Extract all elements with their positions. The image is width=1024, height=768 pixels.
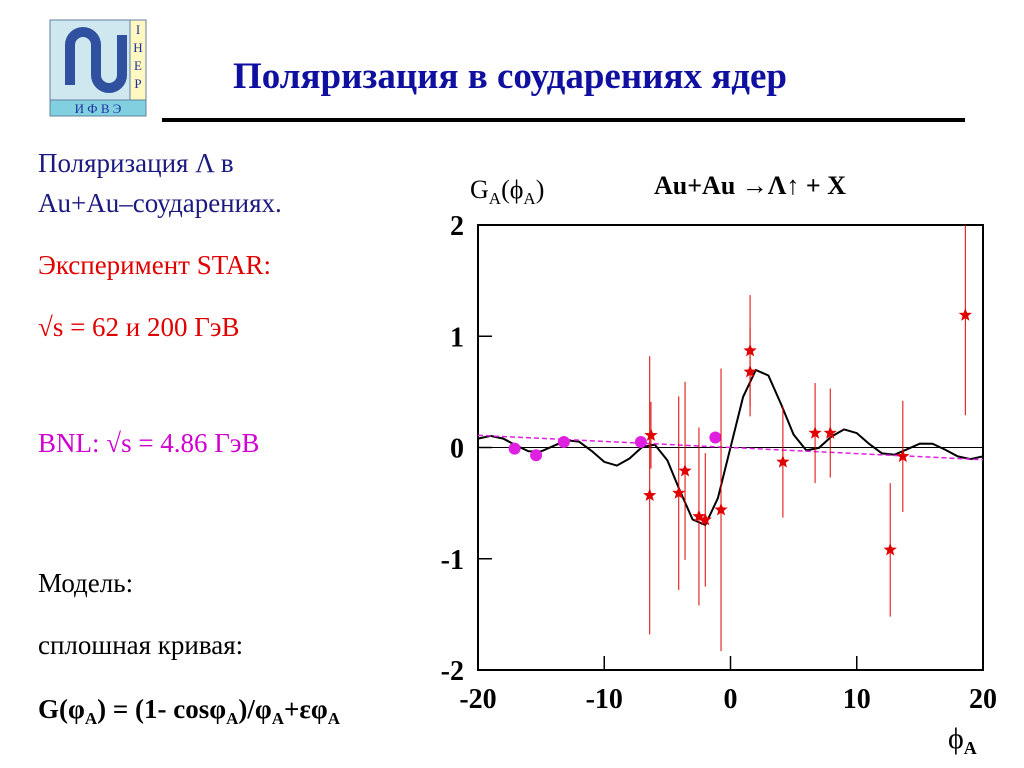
formula-sub: A xyxy=(328,709,341,728)
text-line: Модель: xyxy=(38,568,133,598)
point xyxy=(743,364,757,378)
point xyxy=(678,463,692,477)
formula-sub: A xyxy=(272,709,285,728)
point xyxy=(823,426,837,439)
formula-sub: A xyxy=(226,709,239,728)
label-part: (ϕ xyxy=(501,175,523,204)
label-part: G xyxy=(470,175,489,204)
slide-title: Поляризация в соударениях ядер xyxy=(233,56,787,97)
point xyxy=(896,449,910,463)
y-tick-label: 2 xyxy=(450,211,464,242)
y-tick-label: -1 xyxy=(441,545,464,576)
label-sub: A xyxy=(523,189,536,208)
text-line: √s = 62 и 200 ГэВ xyxy=(38,312,239,342)
point xyxy=(672,486,686,499)
formula-part: +εφ xyxy=(284,694,328,724)
text-line: BNL: √s = 4.86 ГэВ xyxy=(38,428,260,458)
logo-bottom: И Ф В Э xyxy=(75,101,122,116)
logo-letter: Н xyxy=(133,40,142,55)
point xyxy=(634,435,647,448)
formula: G(φA) = (1- cosφA)/φA+εφA xyxy=(38,694,341,728)
plot-area xyxy=(478,225,983,652)
point xyxy=(692,509,706,523)
text-line: сплошная кривая: xyxy=(38,630,243,660)
y-tick-label: 0 xyxy=(450,434,464,465)
text-line: Эксперимент STAR: xyxy=(38,250,271,280)
point xyxy=(958,308,972,321)
x-axis-label: ϕA xyxy=(948,722,977,758)
logo-letter: І xyxy=(136,22,140,37)
y-axis-label: GA(ϕA) xyxy=(470,175,544,208)
point xyxy=(530,449,543,462)
y-tick-label: -2 xyxy=(441,656,464,687)
formula-part: )/φ xyxy=(238,694,271,724)
x-tick-label: -20 xyxy=(459,684,496,715)
x-tick-label: 0 xyxy=(724,684,738,715)
point xyxy=(508,442,521,455)
point xyxy=(698,512,712,526)
point xyxy=(709,431,722,444)
x-tick-label: 20 xyxy=(969,684,997,715)
x-tick-label: -10 xyxy=(586,684,623,715)
label-sub: A xyxy=(489,189,502,208)
formula-sub: A xyxy=(85,709,98,728)
point xyxy=(883,542,897,556)
label-part: ) xyxy=(536,175,545,204)
point xyxy=(557,435,570,448)
label-part: ϕ xyxy=(948,722,964,755)
text-line: Au+Au–соударениях. xyxy=(38,188,282,218)
point xyxy=(714,502,728,516)
logo-letter: Р xyxy=(134,76,141,91)
point xyxy=(776,455,790,468)
label-sub: A xyxy=(964,738,977,758)
point xyxy=(643,488,657,501)
x-tick-label: 10 xyxy=(843,684,871,715)
chart-title: Au+Au →Λ↑ + X xyxy=(654,171,846,200)
text-line: Поляризация Λ в xyxy=(38,148,234,178)
point xyxy=(644,428,658,441)
logo: І Н Е Р И Ф В Э xyxy=(49,19,147,117)
formula-part: ) = (1- cosφ xyxy=(97,694,226,724)
formula-part: G(φ xyxy=(38,694,85,724)
logo-letter: Е xyxy=(134,58,142,73)
y-tick-label: 1 xyxy=(450,322,464,353)
point xyxy=(808,426,822,439)
